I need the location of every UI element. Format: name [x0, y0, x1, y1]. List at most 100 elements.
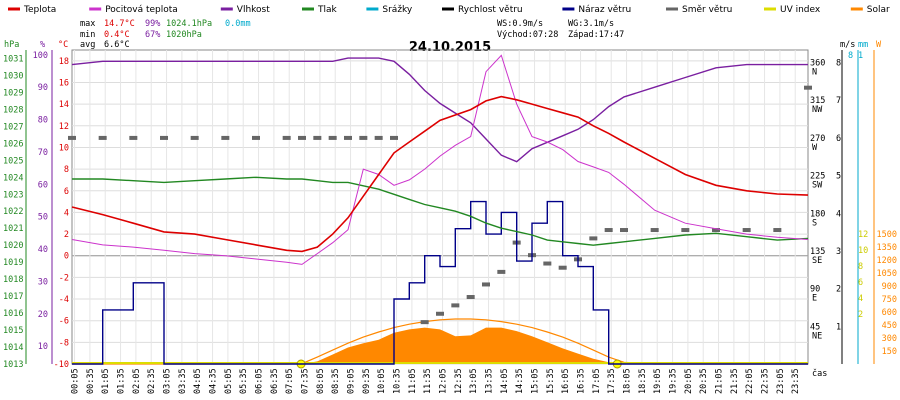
wind-dir-mark [466, 295, 475, 300]
hpa-tick-label: 1013 [3, 360, 23, 370]
pct-tick-label: 30 [38, 277, 48, 287]
stat-min-temp: 0.4°C [104, 30, 130, 40]
stat-max-hum: 99% [145, 19, 160, 29]
hpa-tick-label: 1031 [3, 54, 23, 64]
time-tick-label: 08:05 [316, 368, 326, 394]
legend-item: Vlhkost [237, 5, 270, 15]
wind-dir-mark [374, 135, 383, 140]
pct-tick-label: 10 [38, 342, 48, 352]
time-tick-label: 03:35 [178, 368, 188, 394]
degc-tick-label: -6 [59, 317, 69, 327]
w-tick-label: 1500 [877, 230, 897, 240]
time-tick-label: 15:05 [531, 368, 541, 394]
mm-tick-label: 8 [848, 51, 853, 61]
wind-dir-mark [98, 135, 107, 140]
hpa-tick-label: 1024 [3, 173, 23, 183]
degc-tick-label: 6 [64, 187, 69, 197]
plot-frame [71, 49, 809, 365]
wind-dir-mark [221, 135, 230, 140]
w-tick-label: 750 [882, 295, 897, 305]
pressure-line [72, 176, 809, 246]
time-tick-label: 17:35 [607, 368, 617, 394]
time-tick-label: 01:35 [117, 368, 127, 394]
hpa-tick-label: 1020 [3, 241, 23, 251]
degc-tick-label: -2 [59, 273, 69, 283]
legend-item: Teplota [23, 5, 56, 15]
stats-block: max 14.7°C 99% 1024.1hPa 0.0mm min 0.4°C… [80, 19, 624, 50]
legend-item: Náraz větru [578, 5, 631, 15]
direction-name-label: NE [812, 331, 822, 341]
time-tick-label: 22:05 [745, 368, 755, 394]
degc-tick-label: -10 [54, 360, 69, 370]
time-tick-label: 23:35 [791, 368, 801, 394]
mm-tick-label: 1 [858, 51, 863, 61]
time-tick-label: 19:35 [669, 368, 679, 394]
temperature-line [71, 95, 809, 253]
direction-name-label: SW [812, 181, 823, 191]
pct-tick-label: 60 [38, 180, 48, 190]
wind-dir-mark [451, 303, 460, 308]
time-tick-label: 20:05 [684, 368, 694, 394]
time-tick-label: 03:05 [163, 368, 173, 394]
time-tick-label: 05:05 [224, 368, 234, 394]
time-tick-label: 16:05 [561, 368, 571, 394]
wind-dir-mark [558, 265, 567, 270]
w-tick-label: 150 [882, 347, 897, 357]
ms-tick-label: 3 [836, 247, 841, 257]
time-tick-label: 23:05 [776, 368, 786, 394]
uv-tick-label: 10 [858, 246, 868, 256]
time-tick-label: 10:05 [377, 368, 387, 394]
time-tick-label: 15:35 [546, 368, 556, 394]
w-tick-label: 900 [882, 282, 897, 292]
wind-dir-mark [773, 228, 782, 233]
solar-area [72, 327, 808, 364]
wind-dir-mark [252, 135, 260, 140]
time-tick-label: 11:05 [408, 368, 418, 394]
time-tick-label: 02:35 [147, 368, 157, 394]
time-tick-label: 12:05 [439, 368, 449, 394]
time-tick-label: 18:05 [623, 368, 633, 394]
stat-sunrise: Východ:07:28 [497, 30, 558, 40]
time-tick-label: 07:35 [301, 368, 311, 394]
legend-item: Směr větru [682, 5, 732, 15]
stat-sunset: Západ:17:47 [568, 30, 624, 40]
stat-max-press: 1024.1hPa [166, 19, 212, 29]
hpa-tick-label: 1018 [3, 275, 23, 285]
legend-item: UV index [780, 5, 821, 15]
time-tick-label: 01:05 [101, 368, 111, 394]
stat-min-hum: 67% [145, 30, 160, 40]
wind-dir-mark [543, 261, 552, 266]
degc-tick-label: 8 [64, 165, 69, 175]
time-tick-label: 17:05 [592, 368, 602, 394]
time-tick-label: 13:05 [469, 368, 479, 394]
degc-tick-label: 4 [64, 208, 69, 218]
hpa-tick-label: 1028 [3, 105, 23, 115]
wind-dir-mark [497, 269, 506, 274]
ms-tick-label: 2 [836, 285, 841, 295]
wind-dir-mark [359, 135, 368, 140]
humidity-line [71, 57, 808, 163]
ms-axis-label: m/s [840, 40, 855, 50]
wind-dir-mark [804, 85, 812, 90]
uv-tick-label: 8 [858, 262, 863, 272]
hpa-tick-label: 1014 [3, 343, 23, 353]
time-tick-label: 00:35 [86, 368, 96, 394]
uv-tick-label: 2 [858, 310, 863, 320]
hpa-tick-label: 1023 [3, 190, 23, 200]
degc-tick-label: -8 [59, 338, 69, 348]
ms-tick-label: 8 [836, 59, 841, 69]
direction-tick-label: 135 [810, 247, 825, 257]
stat-ws: WS:0.9m/s [497, 19, 543, 29]
ms-tick-label: 7 [836, 96, 841, 106]
time-tick-label: 16:35 [577, 368, 587, 394]
legend: Teplota Pocitová teplota Vlhkost Tlak Srážky… [8, 5, 890, 15]
uv-tick-label: 12 [858, 230, 868, 240]
w-tick-label: 1050 [877, 269, 897, 279]
time-tick-label: 18:35 [638, 368, 648, 394]
hpa-tick-label: 1015 [3, 326, 23, 336]
wind-dir-mark [482, 282, 490, 287]
time-tick-label: 04:35 [209, 368, 219, 394]
direction-name-label: S [812, 218, 817, 228]
